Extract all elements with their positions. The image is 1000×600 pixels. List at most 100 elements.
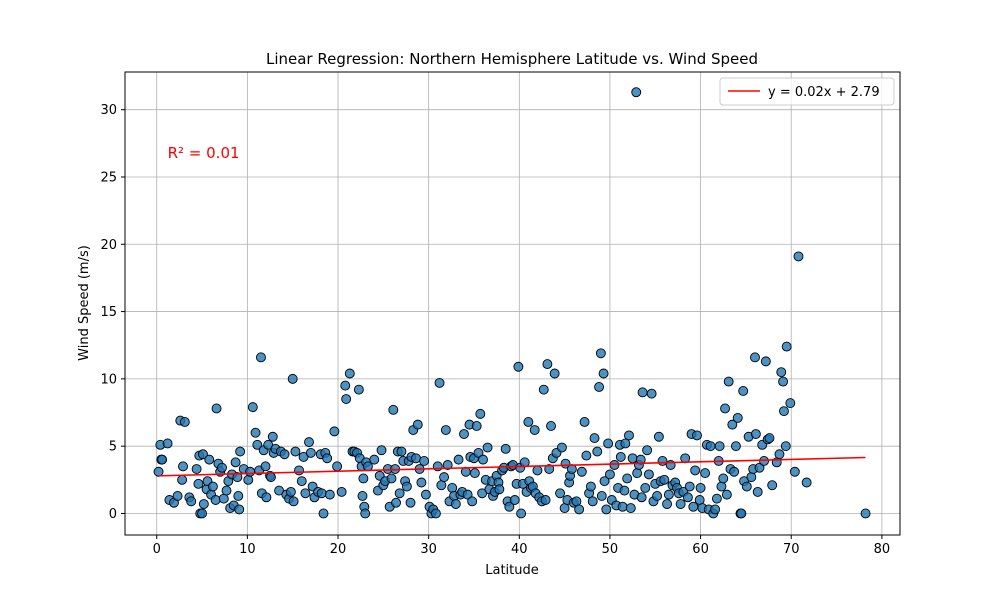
- data-point: [653, 431, 664, 442]
- data-point: [318, 508, 329, 519]
- data-point: [516, 508, 527, 519]
- plot-area-frame: [124, 71, 901, 536]
- data-point: [754, 462, 765, 473]
- data-point: [642, 445, 653, 456]
- data-point: [388, 404, 399, 415]
- data-point: [288, 496, 299, 507]
- data-point: [785, 398, 796, 409]
- data-point: [860, 508, 871, 519]
- data-point: [750, 352, 760, 363]
- data-point: [329, 426, 340, 437]
- data-point: [601, 504, 612, 515]
- data-point: [198, 499, 209, 509]
- data-point: [453, 454, 464, 465]
- data-point: [358, 473, 369, 484]
- data-point: [620, 438, 631, 449]
- regression-line-group: [158, 456, 866, 477]
- data-point: [636, 492, 647, 503]
- data-point: [245, 466, 256, 477]
- data-point: [631, 87, 642, 98]
- axis-ticks: 0 10 20 30 40 50 60 70 80 0 5 10 15 20 25 30: [100, 103, 890, 557]
- x-tick-label: 0: [153, 542, 161, 557]
- data-point: [357, 491, 368, 501]
- regression-line: [158, 456, 866, 477]
- data-point: [692, 430, 702, 441]
- data-point: [789, 466, 800, 477]
- legend: y = 0.02x + 2.79: [719, 77, 895, 106]
- data-point: [211, 403, 222, 414]
- data-points: [153, 87, 871, 519]
- y-tick-label: 15: [100, 305, 117, 320]
- data-point: [360, 508, 371, 519]
- data-point: [279, 449, 290, 460]
- chart-title: Linear Regression: Northern Hemisphere L…: [266, 50, 758, 68]
- data-point: [341, 394, 352, 405]
- data-point: [556, 442, 567, 453]
- data-point: [232, 472, 243, 483]
- data-point: [778, 376, 789, 387]
- data-point: [624, 430, 634, 441]
- data-point: [405, 497, 416, 508]
- data-point: [604, 469, 615, 480]
- data-point: [179, 416, 190, 427]
- data-point: [652, 491, 663, 501]
- data-point: [482, 442, 493, 453]
- grid-lines: [125, 72, 900, 535]
- data-point: [544, 464, 555, 474]
- x-tick-label: 40: [511, 542, 528, 557]
- y-tick-label: 20: [100, 238, 117, 253]
- data-point: [221, 485, 232, 496]
- data-point: [646, 388, 657, 399]
- data-point: [760, 356, 771, 367]
- data-point: [774, 449, 785, 460]
- data-point: [494, 484, 505, 495]
- data-point: [780, 441, 791, 452]
- data-point: [625, 503, 636, 514]
- data-point: [662, 499, 672, 509]
- data-point: [700, 468, 711, 479]
- data-point: [690, 465, 701, 476]
- data-point: [304, 437, 314, 448]
- data-point: [640, 482, 651, 493]
- data-point: [459, 429, 469, 440]
- data-point: [716, 481, 727, 492]
- data-point: [305, 447, 316, 458]
- data-point: [191, 464, 202, 474]
- data-point: [538, 384, 549, 395]
- data-point: [394, 488, 405, 499]
- data-point: [576, 466, 587, 477]
- data-point: [592, 446, 603, 457]
- data-point: [746, 472, 757, 483]
- data-point: [316, 488, 327, 499]
- x-tick-label: 80: [874, 542, 891, 557]
- data-point: [294, 465, 304, 476]
- data-point: [532, 465, 543, 476]
- data-point: [546, 421, 556, 431]
- y-tick-label: 0: [109, 507, 117, 522]
- data-point: [439, 472, 450, 483]
- data-point: [230, 457, 241, 468]
- x-tick-label: 60: [692, 542, 709, 557]
- data-point: [285, 486, 296, 497]
- data-point: [714, 441, 725, 452]
- data-point: [210, 495, 221, 505]
- y-tick-label: 10: [100, 372, 117, 387]
- data-point: [198, 449, 208, 460]
- x-tick-label: 20: [330, 542, 347, 557]
- data-point: [178, 461, 188, 472]
- data-point: [450, 499, 461, 509]
- data-point: [723, 376, 734, 387]
- x-tick-label: 50: [602, 542, 619, 557]
- data-point: [290, 446, 301, 457]
- data-point: [581, 450, 592, 461]
- data-point: [540, 495, 551, 505]
- data-point: [247, 402, 258, 413]
- data-point: [711, 493, 722, 504]
- data-point: [752, 486, 763, 497]
- data-point: [776, 367, 787, 378]
- data-point: [287, 373, 298, 384]
- data-point: [430, 508, 441, 519]
- data-point: [720, 403, 731, 414]
- data-point: [391, 497, 401, 508]
- data-point: [172, 491, 183, 501]
